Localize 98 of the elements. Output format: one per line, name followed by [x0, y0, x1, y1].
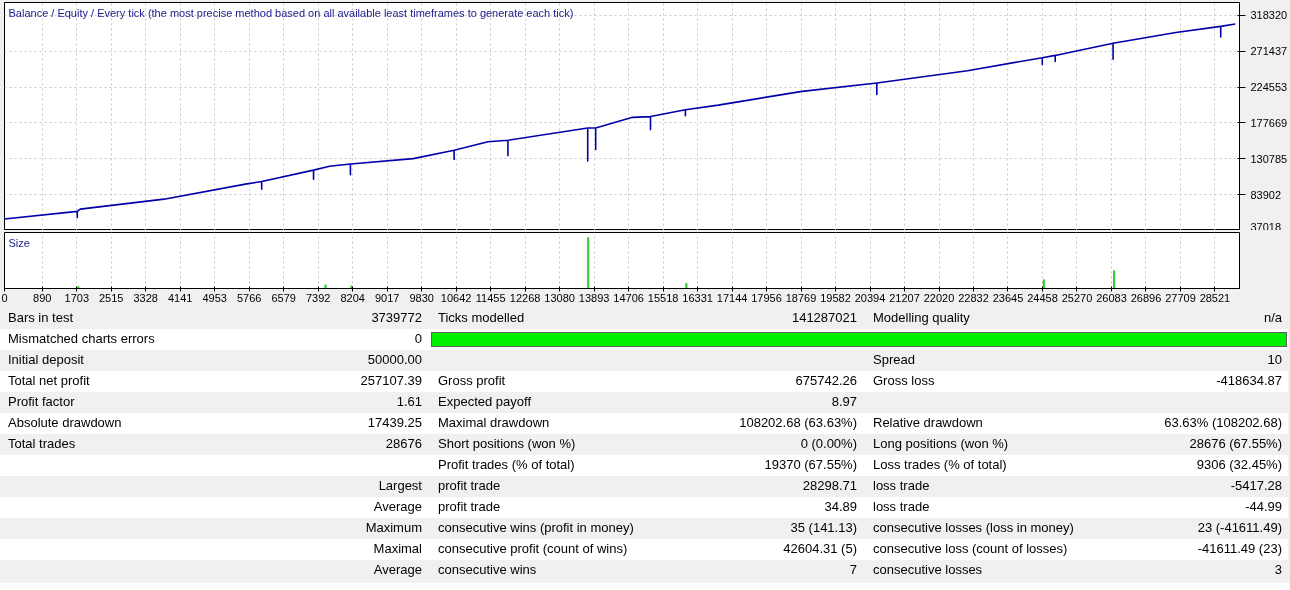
table-cell: Long positions (won %) [865, 434, 1125, 455]
table-cell: Gross profit [430, 371, 680, 392]
x-tick-label: 13080 [544, 291, 575, 304]
table-cell: consecutive wins (profit in money) [430, 518, 680, 539]
x-tick-label: 10642 [440, 291, 472, 304]
x-tick-label: 9830 [409, 291, 434, 304]
table-cell: loss trade [865, 497, 1125, 518]
table-cell: 19370 (67.55%) [680, 455, 865, 476]
table-cell: 8.97 [680, 392, 865, 413]
table-cell: profit trade [430, 497, 680, 518]
x-tick-label: 17956 [751, 291, 782, 304]
table-cell: Average [260, 497, 430, 518]
x-tick-label: 23645 [992, 291, 1024, 304]
table-cell: 10 [1125, 350, 1288, 371]
x-tick-label: 1703 [64, 291, 90, 304]
table-cell: -41611.49 (23) [1125, 539, 1288, 560]
table-cell: 257107.39 [260, 371, 430, 392]
x-tick-label: 2515 [99, 291, 124, 304]
table-cell: Absolute drawdown [0, 413, 260, 434]
table-cell: Profit trades (% of total) [430, 455, 680, 476]
y-tick-label: 271437 [1250, 45, 1288, 58]
table-cell: 34.89 [680, 497, 865, 518]
y-tick-label: 37018 [1250, 220, 1282, 233]
table-cell: -418634.87 [1125, 371, 1288, 392]
chart-title: Balance / Equity / Every tick (the most precise method based on all available least timeframes to generate each tick) [8, 6, 574, 19]
table-cell: Total trades [0, 434, 260, 455]
x-tick-label: 11455 [475, 291, 506, 304]
table-cell: Initial deposit [0, 350, 260, 371]
table-cell: Relative drawdown [865, 413, 1125, 434]
x-tick-label: 0 [1, 291, 8, 304]
x-tick-label: 26083 [1096, 291, 1127, 304]
table-cell: Gross loss [865, 371, 1125, 392]
table-cell: 0 (0.00%) [680, 434, 865, 455]
table-cell: 28676 [260, 434, 430, 455]
x-tick-label: 5766 [236, 291, 262, 304]
x-tick-label: 27709 [1165, 291, 1196, 304]
x-tick-label: 19582 [820, 291, 851, 304]
table-cell: 63.63% (108202.68) [1125, 413, 1288, 434]
x-tick-label: 15518 [647, 291, 679, 304]
table-cell: 42604.31 (5) [680, 539, 865, 560]
table-cell: -44.99 [1125, 497, 1288, 518]
table-cell: Expected payoff [430, 392, 680, 413]
x-tick-label: 4141 [168, 291, 193, 304]
x-tick-label: 6579 [271, 291, 296, 304]
y-tick-label: 224553 [1250, 81, 1288, 94]
table-cell: 108202.68 (63.63%) [680, 413, 865, 434]
table-cell: profit trade [430, 476, 680, 497]
x-tick-label: 8204 [340, 291, 365, 304]
x-tick-label: 25270 [1061, 291, 1093, 304]
table-cell: Loss trades (% of total) [865, 455, 1125, 476]
y-tick-label: 318320 [1250, 9, 1288, 22]
table-cell: Maximum [260, 518, 430, 539]
x-tick-label: 4953 [202, 291, 227, 304]
table-cell: 28298.71 [680, 476, 865, 497]
x-tick-label: 890 [33, 291, 52, 304]
x-tick-label: 20394 [854, 291, 886, 304]
line-series [4, 23, 1237, 220]
table-cell: 17439.25 [260, 413, 430, 434]
table-cell: 675742.26 [680, 371, 865, 392]
table-cell: Profit factor [0, 392, 260, 413]
x-tick-label: 24458 [1027, 291, 1058, 304]
y-tick-label: 177669 [1250, 116, 1288, 129]
table-cell: -5417.28 [1125, 476, 1288, 497]
table-cell: Largest [260, 476, 430, 497]
x-tick-label: 18769 [785, 291, 817, 304]
table-cell: Total net profit [0, 371, 260, 392]
table-cell: consecutive losses (loss in money) [865, 518, 1125, 539]
x-tick-label: 26896 [1130, 291, 1162, 304]
x-tick-label: 17144 [716, 291, 748, 304]
table-cell: consecutive profit (count of wins) [430, 539, 680, 560]
chart-title: Size [8, 236, 30, 249]
x-tick-label: 9017 [374, 291, 400, 304]
table-cell: 50000.00 [260, 350, 430, 371]
table-cell: 9306 (32.45%) [1125, 455, 1288, 476]
x-tick-label: 21207 [889, 291, 920, 304]
x-tick-label: 7392 [305, 291, 331, 304]
table-cell: 35 (141.13) [680, 518, 865, 539]
table-cell: Maximal [260, 539, 430, 560]
table-cell: 1.61 [260, 392, 430, 413]
x-tick-label: 28521 [1199, 291, 1231, 304]
x-tick-label: 22020 [923, 291, 955, 304]
x-tick-label: 16331 [682, 291, 713, 304]
table-cell: Mismatched charts errors [0, 329, 260, 350]
table-cell: 0 [260, 329, 430, 350]
table-cell: 23 (-41611.49) [1125, 518, 1288, 539]
table-cell: loss trade [865, 476, 1125, 497]
x-tick-label: 12268 [509, 291, 541, 304]
x-tick-label: 13893 [578, 291, 610, 304]
table-cell: 28676 (67.55%) [1125, 434, 1288, 455]
table-cell: Maximal drawdown [430, 413, 680, 434]
y-tick-label: 83902 [1250, 188, 1282, 201]
x-tick-label: 22832 [958, 291, 989, 304]
table-cell: Spread [865, 350, 1125, 371]
y-tick-label: 130785 [1250, 152, 1288, 165]
x-tick-label: 14706 [613, 291, 644, 304]
table-cell: Short positions (won %) [430, 434, 680, 455]
table-cell: consecutive loss (count of losses) [865, 539, 1125, 560]
x-tick-label: 3328 [133, 291, 158, 304]
